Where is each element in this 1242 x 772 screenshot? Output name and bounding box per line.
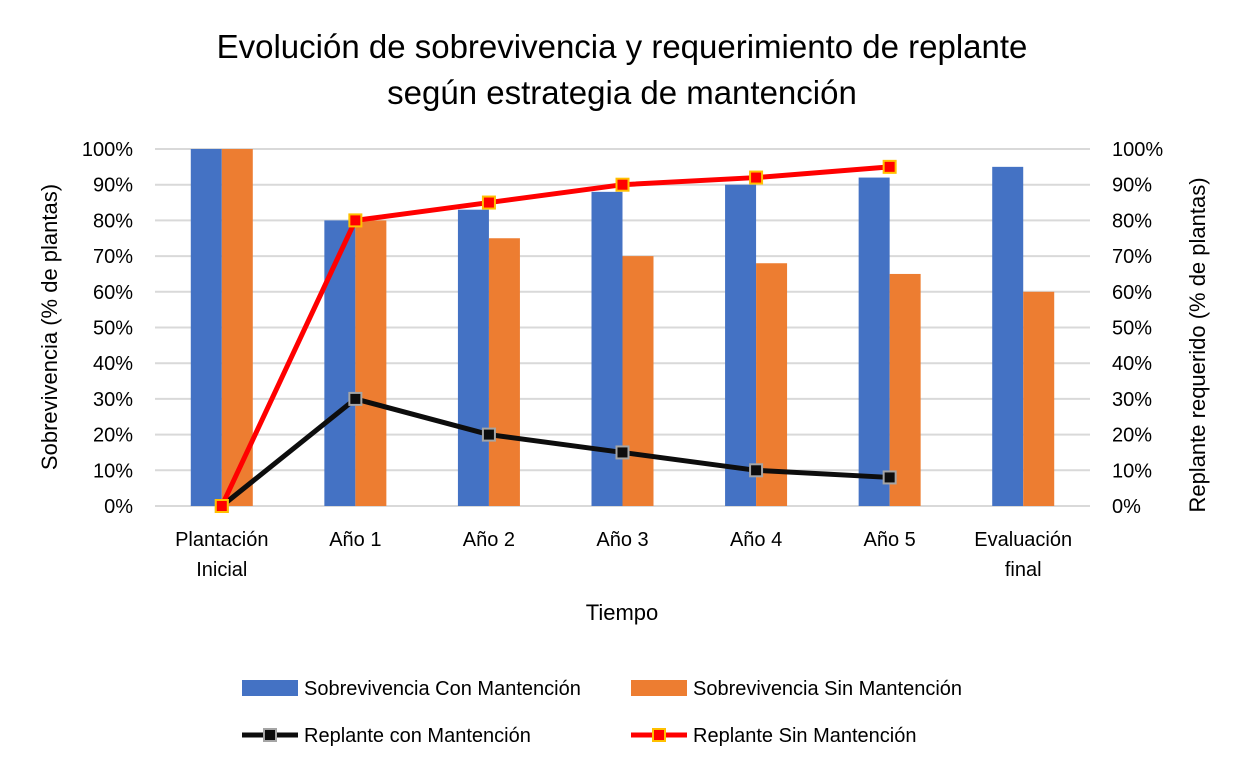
legend-label: Sobrevivencia Con Mantención (304, 678, 581, 700)
y-tick-label: 30% (93, 389, 133, 411)
legend-item: Replante con Mantención (242, 725, 531, 747)
series-line (219, 164, 890, 508)
bar (190, 149, 222, 506)
x-tick-label: final (1005, 559, 1042, 581)
x-axis-ticks: Plantación Inicial Año 1 Año 2 Año 3 Año 4 Año… (175, 529, 1072, 581)
y-tick-label: 20% (93, 425, 133, 447)
bar (725, 184, 757, 506)
legend-item: Sobrevivencia Con Mantención (242, 678, 581, 700)
y2-tick-label: 40% (1112, 353, 1152, 375)
x-tick-label: Año 5 (864, 529, 916, 551)
chart-title: Evolución de sobrevivencia y requerimien… (217, 28, 1028, 111)
y-tick-label: 60% (93, 282, 133, 304)
x-axis-label: Tiempo (586, 600, 659, 625)
y2-tick-label: 70% (1112, 246, 1152, 268)
line-marker (481, 427, 496, 442)
line-marker (214, 499, 229, 513)
y-axis-ticks: 0% 10% 20% 30% 40% 50% 60% 70% 80% 90% 100% (82, 139, 133, 518)
y-tick-label: 90% (93, 175, 133, 197)
y2-tick-label: 30% (1112, 389, 1152, 411)
y2-tick-label: 0% (1112, 496, 1141, 518)
bar (355, 220, 387, 506)
x-tick-label: Evaluación (974, 529, 1072, 551)
bar (457, 209, 489, 506)
y2-tick-label: 90% (1112, 175, 1152, 197)
bar (992, 166, 1024, 506)
x-tick-label: Plantación (175, 529, 268, 551)
legend-swatch (242, 680, 298, 696)
bar (488, 238, 520, 506)
legend-marker (652, 728, 666, 742)
x-tick-label: Año 2 (463, 529, 515, 551)
x-tick-label: Año 4 (730, 529, 782, 551)
y-tick-label: 70% (93, 246, 133, 268)
bar (889, 273, 921, 506)
line-marker (882, 159, 897, 174)
y2-tick-label: 50% (1112, 318, 1152, 340)
chart-title-line: Evolución de sobrevivencia y requerimien… (217, 28, 1028, 65)
y-tick-label: 50% (93, 318, 133, 340)
x-tick-label: Inicial (196, 559, 247, 581)
bar (622, 256, 654, 506)
line-marker (481, 195, 496, 210)
bar (858, 177, 890, 506)
y-axis-label: Sobrevivencia (% de plantas) (37, 184, 62, 470)
y-tick-label: 80% (93, 210, 133, 232)
chart-title-line: según estrategia de mantención (387, 74, 857, 111)
line-marker (749, 170, 764, 185)
y2-axis-label: Replante requerido (% de plantas) (1185, 177, 1210, 512)
y-tick-label: 0% (104, 496, 133, 518)
y2-tick-label: 20% (1112, 425, 1152, 447)
line-marker (615, 177, 630, 192)
x-tick-label: Año 1 (329, 529, 381, 551)
legend-item: Sobrevivencia Sin Mantención (631, 678, 962, 700)
legend-item: Replante Sin Mantención (631, 725, 916, 747)
y2-tick-label: 80% (1112, 210, 1152, 232)
legend-marker (263, 728, 277, 742)
y-tick-label: 40% (93, 353, 133, 375)
y2-tick-label: 60% (1112, 282, 1152, 304)
line-marker (749, 463, 764, 478)
x-tick-label: Año 3 (596, 529, 648, 551)
line-marker (348, 391, 363, 406)
line-marker (615, 445, 630, 460)
legend: Sobrevivencia Con Mantención Sobrevivenci… (242, 678, 962, 747)
lines (214, 159, 897, 513)
legend-swatch (631, 680, 687, 696)
y2-axis-ticks: 0% 10% 20% 30% 40% 50% 60% 70% 80% 90% 100% (1112, 139, 1163, 518)
line-marker (882, 470, 897, 485)
y2-tick-label: 100% (1112, 139, 1163, 161)
bar (324, 220, 356, 506)
legend-label: Replante con Mantención (304, 725, 531, 747)
series-line (220, 396, 890, 508)
y2-tick-label: 10% (1112, 460, 1152, 482)
legend-label: Sobrevivencia Sin Mantención (693, 678, 962, 700)
y-tick-label: 100% (82, 139, 133, 161)
y-tick-label: 10% (93, 460, 133, 482)
line-marker (348, 213, 363, 228)
legend-label: Replante Sin Mantención (693, 725, 916, 747)
bar (1023, 291, 1055, 506)
